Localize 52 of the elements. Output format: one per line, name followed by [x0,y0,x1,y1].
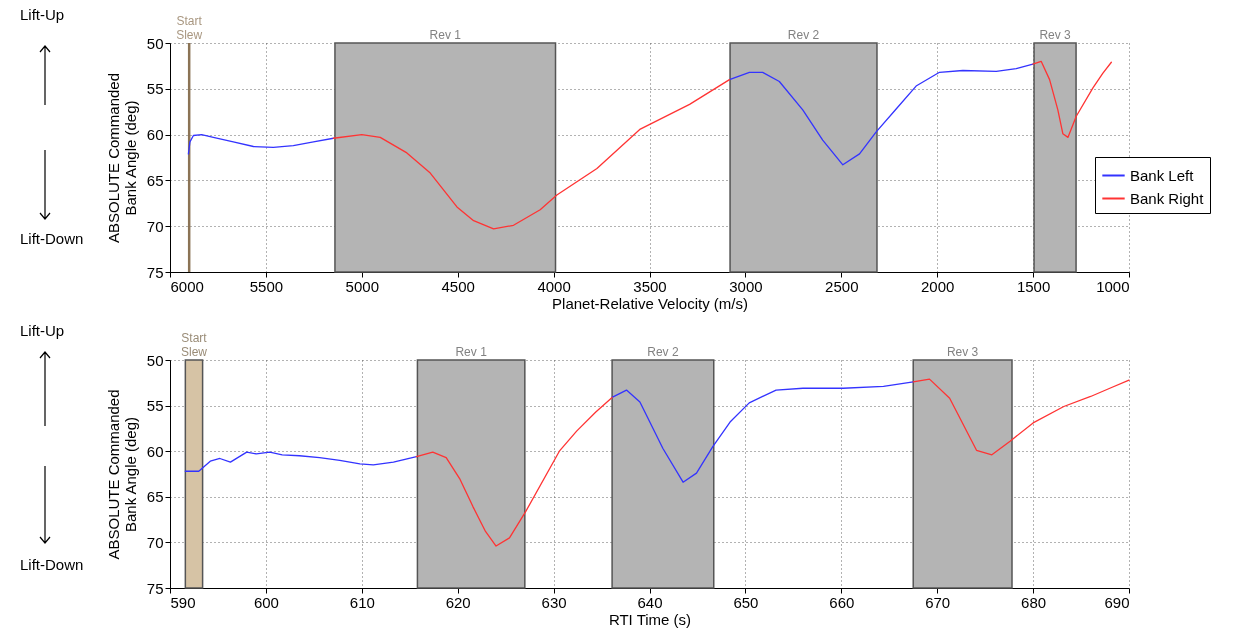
x-tick-label: 1000 [1096,277,1130,295]
text: Lift-Down [20,230,84,247]
y-tick-label: 70 [146,533,164,551]
x-tick-label: 600 [253,593,279,611]
band-label: Rev 3 [1039,28,1072,42]
x-tick-label: 610 [349,593,375,611]
x-tick-label: 630 [541,593,567,611]
x-tick-label: 1500 [1016,277,1051,295]
legend-label: Bank Left [1130,166,1195,184]
x-tick-label: 590 [170,593,196,611]
x-tick-label: 5500 [249,277,284,295]
text: Lift-Up [20,322,65,339]
y-tick-label: 65 [146,488,164,506]
y-tick-label: 75 [146,579,164,597]
y-tick-label: 55 [146,80,164,98]
x-tick-label: 670 [925,593,951,611]
text: Lift-Up [20,6,65,23]
x-tick-label: 640 [637,593,663,611]
x-tick-label: 6000 [170,277,204,295]
x-tick-label: 2000 [921,277,955,295]
x-tick-label: 680 [1021,593,1047,611]
y-tick-label: 50 [146,34,164,52]
x-tick-label: 660 [829,593,855,611]
band-label: Rev 2 [647,345,679,359]
x-tick-label: 3000 [729,277,763,295]
x-tick-label: 4000 [537,277,571,295]
x-tick-label: 3500 [633,277,667,295]
x-tick-label: 5000 [345,277,379,295]
band-label: Rev 2 [787,28,820,42]
y-tick-label: 65 [146,171,164,189]
x-tick-label: 620 [445,593,471,611]
y-tick-label: 70 [146,217,164,235]
y-tick-label: 55 [146,397,164,415]
legend-label: Bank Right [1130,189,1205,207]
text: Lift-Down [20,556,84,573]
ref-line-label: Start Slew [176,14,203,42]
y-tick-label: 75 [146,263,164,281]
band-label: Rev 1 [455,345,488,359]
y-axis-title: ABSOLUTE Commanded Bank Angle (deg) [104,72,139,244]
x-tick-label: 4500 [441,277,475,295]
band-label: Start Slew [180,331,208,359]
y-tick-label: 50 [146,351,164,369]
x-tick-label: 690 [1104,593,1130,611]
y-tick-label: 60 [146,126,164,144]
band-label: Rev 1 [429,28,462,42]
y-tick-label: 60 [146,442,164,460]
y-axis-title: ABSOLUTE Commanded Bank Angle (deg) [104,389,139,560]
x-tick-label: 650 [733,593,759,611]
x-axis-title: RTI Time (s) [608,610,692,628]
x-axis-title: Planet-Relative Velocity (m/s) [552,294,748,312]
x-tick-label: 2500 [825,277,859,295]
band-label: Rev 3 [946,345,979,359]
